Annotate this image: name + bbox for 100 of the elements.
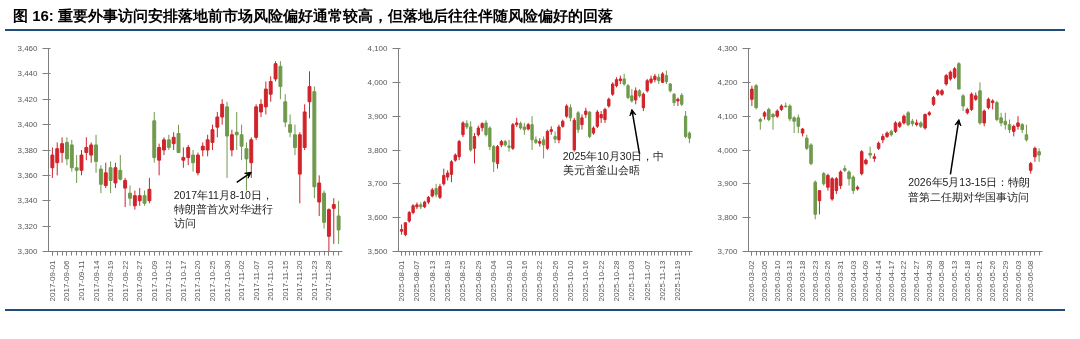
- x-tick-label: 2026-04-27: [912, 259, 922, 302]
- y-tick-label: 3,460: [17, 44, 39, 53]
- candlestick: [176, 124, 181, 154]
- candlestick: [557, 124, 561, 144]
- candlestick: [307, 70, 312, 119]
- x-tick-label: 2025-11-19: [673, 259, 683, 301]
- candlestick: [273, 60, 278, 82]
- y-tick-label: 4,300: [717, 44, 739, 53]
- x-tick-label: 2025-09-04: [489, 259, 499, 302]
- x-tick-label: 2017-11-28: [324, 259, 334, 301]
- x-tick-label: 2025-09-26: [550, 259, 560, 302]
- candlestick: [50, 146, 55, 179]
- y-tick-label: 3,360: [17, 170, 39, 180]
- y-tick-label: 3,600: [367, 213, 389, 223]
- x-tick-label: 2025-10-10: [565, 259, 575, 302]
- y-tick-label: 3,400: [17, 120, 39, 130]
- x-tick-label: 2017-10-17: [178, 259, 188, 302]
- x-tick-label: 2017-11-23: [309, 259, 319, 301]
- x-tick-label: 2017-11-20: [295, 259, 305, 301]
- x-tick-label: 2025-08-25: [458, 259, 468, 302]
- x-tick-label: 2017-09-14: [91, 259, 101, 302]
- candlestick: [113, 162, 118, 189]
- x-tick-label: 2017-11-02: [237, 259, 247, 301]
- x-tick-label: 2017-11-15: [280, 259, 290, 301]
- x-tick-label: 2025-10-16: [581, 259, 591, 302]
- x-tick-label: 2025-08-01: [397, 259, 407, 302]
- y-tick-label: 3,340: [17, 196, 39, 206]
- candlestick: [210, 124, 215, 151]
- candlestick: [676, 97, 680, 107]
- x-tick-label: 2017-09-01: [47, 259, 57, 302]
- y-tick-label: 3,800: [717, 213, 739, 223]
- candlestick: [796, 113, 801, 134]
- annotation: 2026年5月13-15日：特朗普第二任期对华国事访问: [908, 176, 1031, 203]
- x-tick-label: 2017-09-11: [76, 259, 86, 301]
- candlestick: [239, 124, 244, 161]
- x-tick-label: 2026-04-14: [874, 259, 884, 302]
- x-tick-label: 2026-03-13: [785, 259, 795, 302]
- x-tick-label: 2025-11-07: [642, 259, 652, 301]
- candlestick: [123, 177, 128, 208]
- candlestick: [457, 139, 461, 161]
- candlestick: [1016, 115, 1020, 131]
- candlestick: [771, 112, 775, 131]
- x-tick-label: 2026-03-10: [772, 259, 782, 302]
- x-tick-label: 2017-09-22: [120, 259, 130, 302]
- x-tick-label: 2017-10-25: [207, 259, 217, 302]
- x-tick-label: 2026-03-31: [836, 259, 846, 302]
- candlestick: [98, 164, 103, 194]
- x-tick-label: 2026-05-26: [988, 259, 998, 302]
- x-tick-label: 2026-04-30: [924, 259, 934, 302]
- candlestick: [995, 100, 999, 122]
- candlestick: [553, 130, 557, 144]
- candlestick: [576, 110, 580, 134]
- candlestick: [1037, 147, 1041, 163]
- x-tick-label: 2025-09-16: [519, 259, 529, 302]
- x-tick-label: 2017-09-27: [135, 259, 145, 302]
- candlestick: [288, 113, 293, 138]
- candlestick: [103, 162, 108, 189]
- candlestick: [507, 139, 511, 153]
- y-tick-label: 3,380: [17, 145, 39, 155]
- annotation: 2025年10月30日，中美元首釜山会晤: [562, 150, 665, 177]
- candlestick: [754, 83, 758, 110]
- x-tick-label: 2025-08-13: [427, 259, 437, 302]
- x-tick-label: 2026-03-26: [823, 259, 833, 302]
- candlestick: [630, 88, 634, 104]
- chart-title: 图 16: 重要外事访问安排落地前市场风险偏好通常较高，但落地后往往伴随风险偏好的回落: [13, 6, 614, 26]
- y-tick-label: 3,420: [17, 94, 39, 104]
- x-tick-label: 2025-11-03: [627, 259, 637, 301]
- x-tick-label: 2026-03-18: [798, 259, 808, 302]
- x-tick-label: 2025-10-28: [612, 259, 622, 302]
- x-tick-label: 2026-06-08: [1026, 259, 1036, 302]
- candlestick: [530, 115, 534, 151]
- x-tick-label: 2017-09-19: [106, 259, 116, 302]
- candlestick: [191, 149, 196, 173]
- candlestick: [317, 174, 322, 217]
- y-tick-label: 3,700: [367, 179, 389, 189]
- candlestick: [278, 60, 283, 100]
- y-tick-label: 4,200: [717, 77, 739, 87]
- x-tick-label: 2026-04-09: [861, 259, 871, 302]
- candlestick: [283, 93, 288, 128]
- x-tick-label: 2017-10-20: [193, 259, 203, 302]
- annotation: 2017年11月8-10日，特朗普首次对华进行访问: [173, 188, 273, 230]
- candlestick: [79, 149, 84, 176]
- y-tick-label: 4,100: [367, 44, 389, 53]
- candlestick: [293, 124, 297, 156]
- y-tick-label: 3,440: [17, 69, 39, 79]
- y-tick-label: 3,500: [367, 247, 389, 256]
- x-tick-label: 2025-10-22: [596, 259, 606, 302]
- x-tick-label: 2026-06-03: [1013, 259, 1023, 302]
- candlestick: [750, 85, 754, 107]
- candlestick: [511, 122, 515, 151]
- x-tick-label: 2026-05-08: [937, 259, 947, 302]
- candlestick: [195, 152, 200, 176]
- x-tick-label: 2026-05-18: [962, 259, 972, 302]
- candlestick: [336, 200, 341, 245]
- y-tick-label: 4,000: [367, 77, 389, 87]
- candlestick: [830, 176, 834, 202]
- candlestick: [653, 73, 657, 83]
- x-tick-label: 2017-09-06: [62, 259, 72, 302]
- candlestick: [472, 132, 477, 165]
- x-tick-label: 2026-04-17: [886, 259, 896, 302]
